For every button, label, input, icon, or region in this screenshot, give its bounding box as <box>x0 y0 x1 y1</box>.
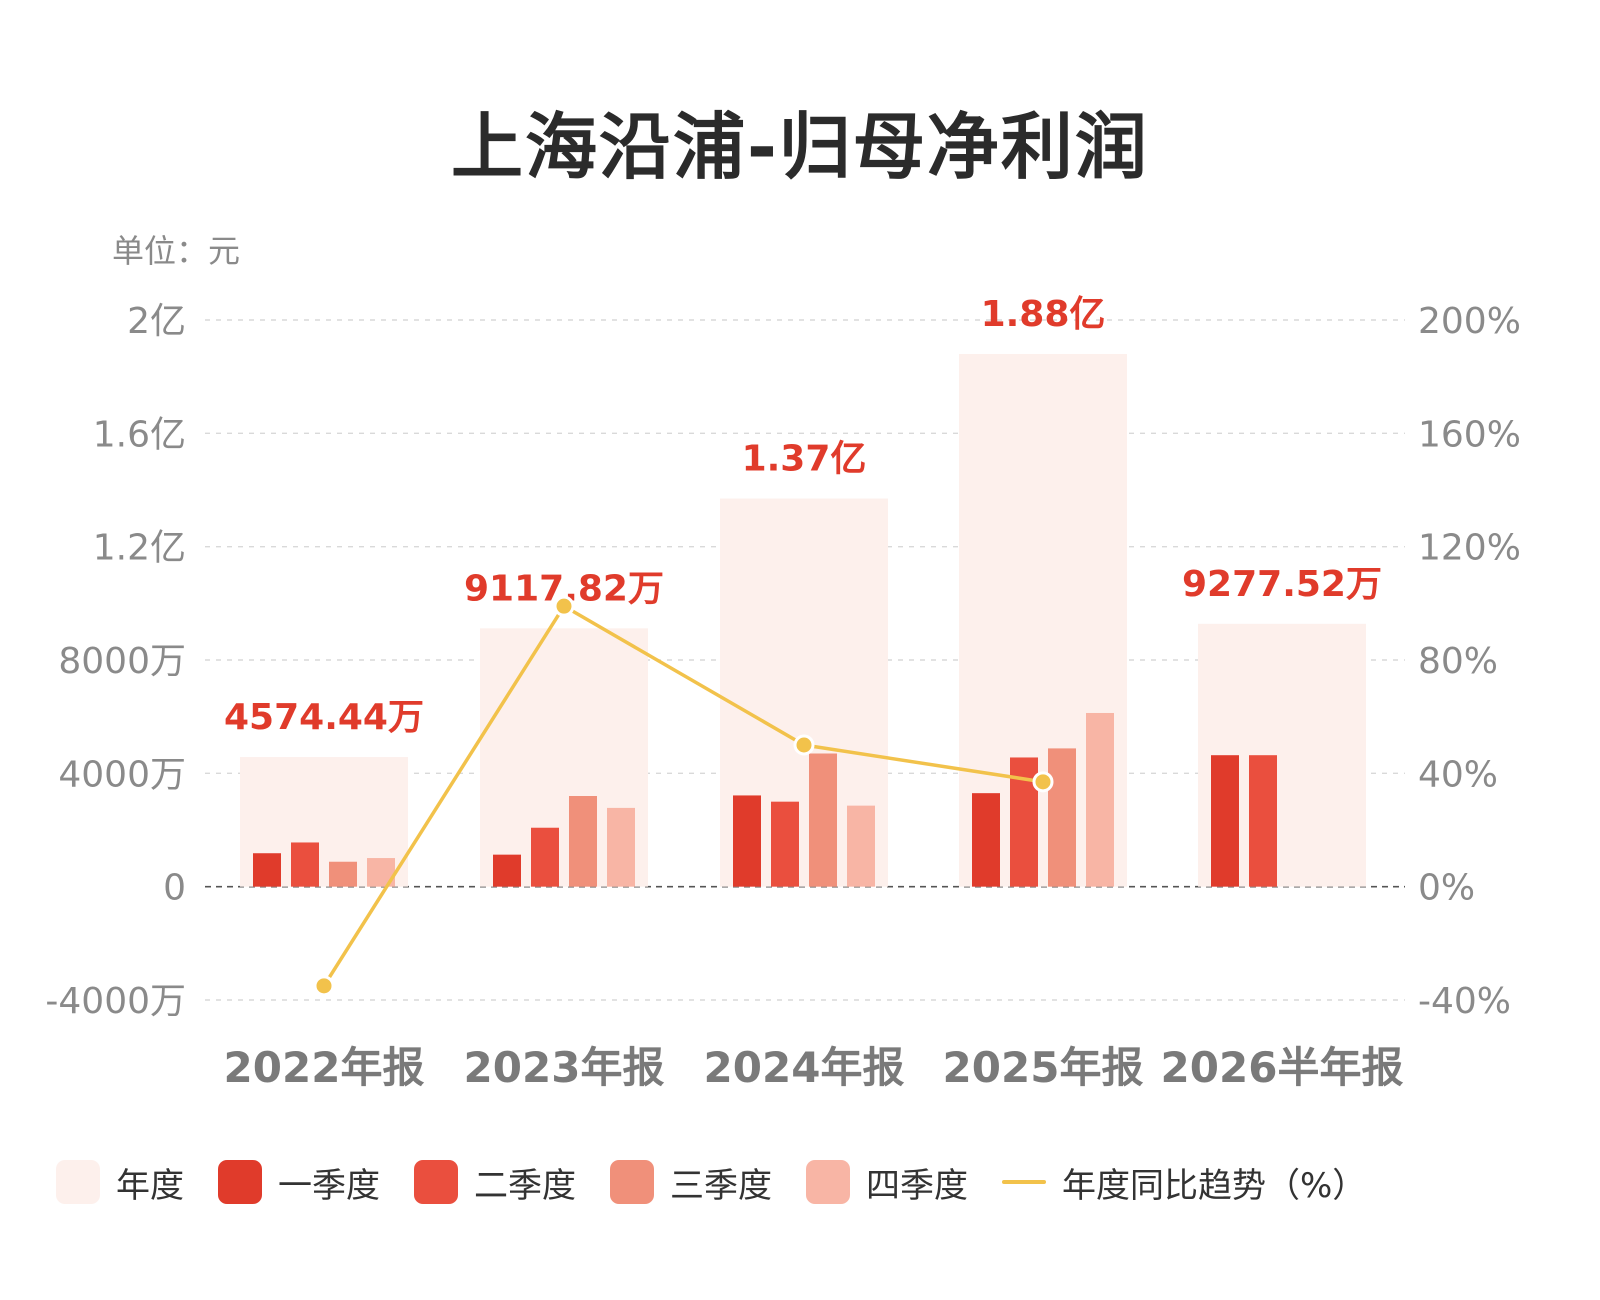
y2-axis-tick-label: 120% <box>1418 528 1521 569</box>
legend-item-annual: 年度 <box>56 1158 184 1207</box>
legend-swatch-q2 <box>414 1160 458 1204</box>
legend-item-trend: 年度同比趋势（%） <box>1002 1158 1366 1207</box>
q3-bar <box>1048 748 1076 887</box>
y-axis-tick-label: 1.6亿 <box>93 414 186 455</box>
legend-label: 三季度 <box>670 1165 772 1206</box>
trend-point <box>793 734 815 756</box>
y-axis-tick-label: 0 <box>163 868 186 909</box>
legend-label: 年度同比趋势（%） <box>1062 1165 1367 1206</box>
q2-bar <box>531 827 559 887</box>
y2-axis-tick-label: 0% <box>1418 868 1475 909</box>
y2-axis-tick-label: 200% <box>1418 301 1521 342</box>
y2-axis-tick-label: 40% <box>1418 754 1498 795</box>
legend-swatch-q4 <box>806 1160 850 1204</box>
q4-bar <box>607 807 635 887</box>
legend-item-q2: 二季度 <box>414 1158 576 1207</box>
chart-plot: -4000万 -40% 0 0% 4000万 40% 8000万 80% 1.2亿 120% 1.6… <box>45 294 1521 1092</box>
x-axis-category-label: 2025年报 <box>943 1043 1144 1092</box>
q3-bar <box>809 753 837 887</box>
legend-item-q4: 四季度 <box>806 1158 968 1207</box>
y-axis-tick-label: 1.2亿 <box>93 528 186 569</box>
legend-label: 年度 <box>116 1165 184 1206</box>
q4-bar <box>1086 712 1114 887</box>
x-axis-category-label: 2022年报 <box>224 1043 425 1092</box>
legend-swatch-q1 <box>218 1160 262 1204</box>
legend-swatch-trend <box>1002 1180 1046 1184</box>
q1-bar <box>1211 755 1239 887</box>
trend-point <box>553 595 575 617</box>
x-axis-category-label: 2023年报 <box>464 1043 665 1092</box>
q1-bar <box>733 795 761 887</box>
legend-label: 四季度 <box>866 1165 968 1206</box>
legend-swatch-q3 <box>610 1160 654 1204</box>
annual-value-label: 4574.44万 <box>224 697 424 738</box>
y-axis-tick-label: -4000万 <box>45 981 186 1022</box>
legend-label: 二季度 <box>474 1165 576 1206</box>
x-axis-category-label: 2026半年报 <box>1161 1043 1404 1092</box>
q3-bar <box>329 861 357 887</box>
y2-axis-tick-label: 80% <box>1418 641 1498 682</box>
trend-point <box>1032 771 1054 793</box>
q2-bar <box>771 801 799 887</box>
y2-axis-tick-label: 160% <box>1418 414 1521 455</box>
trend-line <box>322 604 1044 987</box>
q2-bar <box>1249 755 1277 887</box>
y-axis-tick-label: 8000万 <box>58 641 186 682</box>
q1-bar <box>253 853 281 887</box>
y-axis-tick-label: 2亿 <box>127 301 186 342</box>
unit-label: 单位：元 <box>112 232 241 270</box>
chart-legend: 年度 一季度 二季度 三季度 四季度 年度同比趋势（%） <box>56 1158 1400 1206</box>
legend-label: 一季度 <box>278 1165 380 1206</box>
q2-bar <box>291 842 319 887</box>
chart-title: 上海沿浦-归母净利润 <box>451 105 1149 189</box>
trend-point <box>313 975 335 997</box>
q1-bar <box>493 854 521 887</box>
annual-value-label: 1.88亿 <box>981 294 1106 335</box>
annual-value-label: 1.37亿 <box>742 439 867 480</box>
q1-bar <box>972 793 1000 887</box>
q4-bar <box>847 805 875 887</box>
x-axis-category-label: 2024年报 <box>704 1043 905 1092</box>
annual-value-label: 9277.52万 <box>1182 564 1382 605</box>
y2-axis-tick-label: -40% <box>1418 981 1511 1022</box>
y-axis-tick-label: 4000万 <box>58 754 186 795</box>
legend-item-q1: 一季度 <box>218 1158 380 1207</box>
legend-swatch-annual <box>56 1160 100 1204</box>
q3-bar <box>569 796 597 887</box>
legend-item-q3: 三季度 <box>610 1158 772 1207</box>
